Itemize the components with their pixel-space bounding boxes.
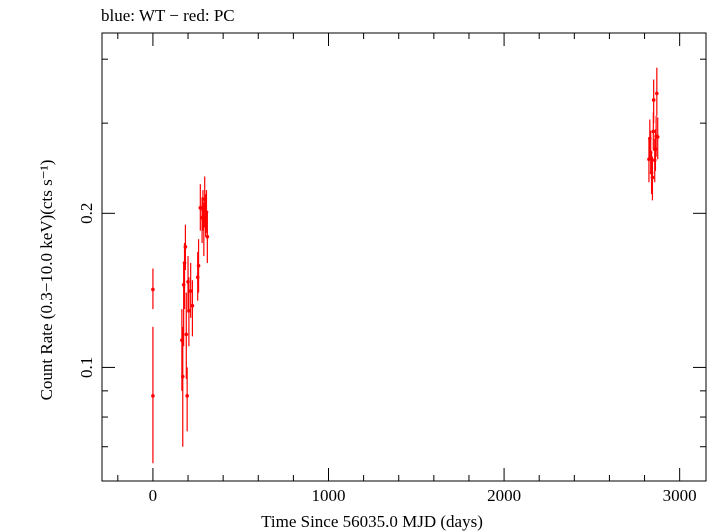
x-tick-label: 1000 [312, 486, 346, 505]
x-axis-label: Time Since 56035.0 MJD (days) [261, 512, 483, 531]
data-point [185, 367, 189, 432]
data-marker [651, 98, 656, 102]
data-point [202, 202, 206, 257]
data-point [151, 268, 155, 310]
data-marker [202, 224, 206, 228]
data-point [187, 277, 191, 347]
y-tick-label: 0.2 [77, 203, 96, 224]
data-marker [180, 374, 185, 379]
y-axis-label: Count Rate (0.3−10.0 keV)(cts s⁻¹) [37, 160, 56, 401]
data-marker [187, 309, 191, 313]
data-point [184, 292, 189, 379]
data-marker [151, 394, 155, 398]
x-tick-label: 2000 [487, 486, 521, 505]
data-marker [204, 210, 209, 214]
data-point [196, 239, 201, 293]
data-marker [188, 289, 193, 293]
data-marker [650, 175, 655, 180]
data-point [151, 326, 155, 464]
x-tick-label: 3000 [663, 486, 697, 505]
data-marker [651, 129, 656, 134]
axes: 0 1000 2000 3000 0.1 0.2 [77, 32, 707, 505]
data-point [180, 326, 185, 447]
data-marker [196, 263, 201, 268]
y-tick-label: 0.1 [77, 357, 96, 378]
data-series [151, 67, 660, 464]
data-marker [151, 287, 155, 292]
data-point [198, 184, 203, 231]
data-point [188, 262, 193, 318]
x-tick-label: 0 [149, 486, 158, 505]
data-point [655, 117, 660, 160]
data-point [651, 79, 656, 124]
data-point [650, 156, 655, 201]
data-point [204, 190, 209, 234]
data-marker [198, 206, 203, 210]
data-marker [655, 135, 660, 139]
data-point [655, 67, 659, 116]
data-marker [185, 394, 189, 398]
plot-frame [101, 32, 707, 482]
data-marker [190, 303, 195, 308]
data-point [205, 213, 210, 263]
data-marker [655, 91, 659, 96]
data-point [190, 280, 195, 337]
chart-title: blue: WT − red: PC [101, 6, 235, 25]
data-marker [183, 245, 188, 249]
data-point [183, 224, 188, 270]
data-marker [184, 332, 189, 337]
data-marker [205, 234, 210, 239]
